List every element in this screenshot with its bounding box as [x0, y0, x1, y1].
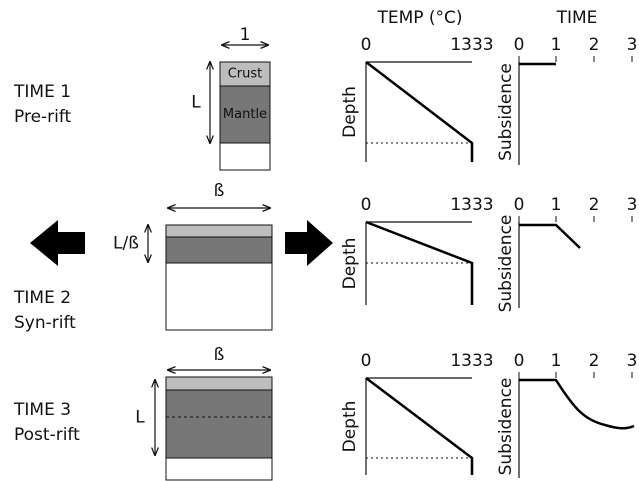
- width-label: 1: [240, 25, 251, 45]
- time-tick: 3: [627, 35, 638, 55]
- temp-tick: 0: [361, 195, 372, 215]
- time-tick: 3: [627, 351, 638, 371]
- phase-label: Syn-rift: [14, 313, 76, 333]
- phase-label: Pre-rift: [14, 107, 72, 127]
- thickness-label: L/ß: [113, 234, 139, 254]
- temp-tick: 0: [361, 351, 372, 371]
- time-tick: 2: [589, 351, 600, 371]
- time-tick: 0: [514, 351, 525, 371]
- asthenosphere: [165, 457, 273, 481]
- time-tick: 1: [551, 351, 562, 371]
- crust-layer: [219, 61, 271, 87]
- mantle-layer: [165, 236, 273, 264]
- time-tick: 1: [551, 35, 562, 55]
- asthenosphere: [165, 262, 273, 331]
- time-tick: 2: [589, 35, 600, 55]
- mantle-label: Mantle: [223, 107, 267, 122]
- geotherm: [365, 377, 474, 475]
- time-label: TIME 3: [13, 400, 71, 420]
- mantle-layer: [165, 389, 273, 459]
- time-tick: 2: [589, 195, 600, 215]
- depth-label: Depth: [340, 86, 360, 138]
- temp-tick: 1333: [450, 35, 493, 55]
- temp-tick: 0: [361, 35, 372, 55]
- width-label: ß: [214, 345, 225, 365]
- thickness-label: L: [191, 93, 201, 113]
- crust-label: Crust: [228, 67, 263, 82]
- temp-tick: 1333: [450, 195, 493, 215]
- width-label: ß: [214, 181, 225, 201]
- subsidence-label: Subsidence: [496, 215, 516, 313]
- subsidence-curve: [519, 378, 635, 430]
- crust-layer: [165, 224, 273, 238]
- time-header: TIME: [556, 8, 598, 28]
- time-tick: 0: [514, 195, 525, 215]
- phase-label: Post-rift: [14, 425, 80, 445]
- extension-arrow-right: [285, 220, 333, 266]
- depth-label: Depth: [340, 401, 360, 453]
- subsidence-label: Subsidence: [496, 378, 516, 476]
- temp-header: TEMP (°C): [376, 8, 462, 28]
- depth-label: Depth: [340, 238, 360, 290]
- temp-tick: 1333: [450, 351, 493, 371]
- geotherm: [365, 61, 474, 162]
- time-tick: 1: [551, 195, 562, 215]
- crust-layer: [165, 376, 273, 391]
- subsidence-curve: [519, 223, 581, 249]
- time-label: TIME 1: [13, 82, 71, 102]
- time-tick: 3: [627, 195, 638, 215]
- thickness-label: L: [135, 408, 145, 428]
- asthenosphere: [219, 142, 271, 171]
- time-tick: 0: [514, 35, 525, 55]
- geotherm: [365, 220, 474, 305]
- mantle-layer: [219, 85, 271, 144]
- extension-arrow-left: [30, 220, 85, 266]
- subsidence-label: Subsidence: [496, 63, 516, 161]
- time-label: TIME 2: [13, 288, 71, 308]
